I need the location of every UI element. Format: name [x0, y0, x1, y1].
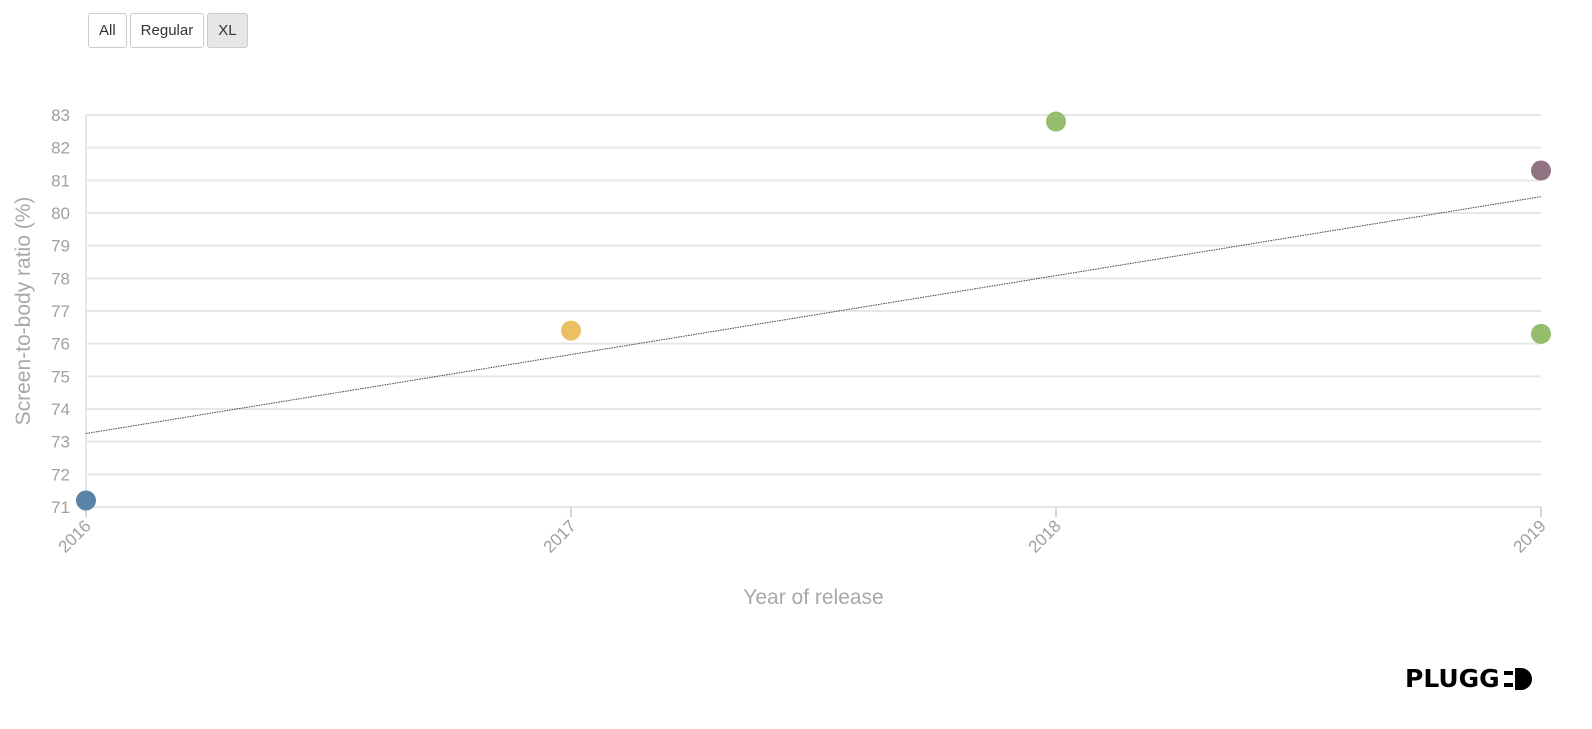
y-tick-label: 74	[51, 400, 70, 419]
y-tick-label: 76	[51, 335, 70, 354]
filter-regular-button[interactable]: Regular	[129, 13, 205, 48]
x-tick-label: 2017	[540, 516, 580, 556]
data-point[interactable]	[76, 490, 96, 511]
plug-icon	[1503, 667, 1532, 690]
y-tick-label: 82	[51, 139, 70, 158]
data-point[interactable]	[1531, 160, 1551, 181]
y-tick-label: 77	[51, 302, 70, 321]
y-tick-label: 81	[51, 171, 70, 190]
y-tick-label: 71	[51, 498, 70, 517]
y-axis-ticks: 71 72 73 74 75 76 77 78 79 80 81 82 83	[51, 106, 70, 517]
x-tick-label: 2019	[1510, 516, 1550, 556]
filter-all-button[interactable]: All	[88, 13, 127, 48]
data-points	[76, 111, 1551, 511]
data-point[interactable]	[561, 320, 581, 341]
trend-line	[85, 196, 1542, 434]
x-axis-title: Year of release	[743, 586, 884, 609]
filter-xl-button[interactable]: XL	[207, 13, 248, 48]
logo-text: PLUGG	[1405, 664, 1500, 693]
y-tick-label: 78	[51, 269, 70, 288]
x-tick-label: 2016	[55, 516, 95, 556]
y-tick-label: 73	[51, 433, 70, 452]
x-tick-label: 2018	[1025, 516, 1065, 556]
y-tick-label: 72	[51, 465, 70, 484]
grid-lines	[85, 114, 1541, 517]
x-axis-ticks: 2016 2017 2018 2019	[55, 507, 1550, 557]
y-tick-label: 79	[51, 237, 70, 256]
y-tick-label: 80	[51, 204, 70, 223]
filter-button-group: All Regular XL	[88, 13, 248, 48]
y-axis-title: Screen-to-body ratio (%)	[12, 197, 35, 426]
plugged-logo: PLUGG	[1405, 666, 1532, 691]
y-tick-label: 75	[51, 367, 70, 386]
data-point[interactable]	[1046, 111, 1066, 132]
data-point[interactable]	[1531, 323, 1551, 344]
y-tick-label: 83	[51, 106, 70, 125]
